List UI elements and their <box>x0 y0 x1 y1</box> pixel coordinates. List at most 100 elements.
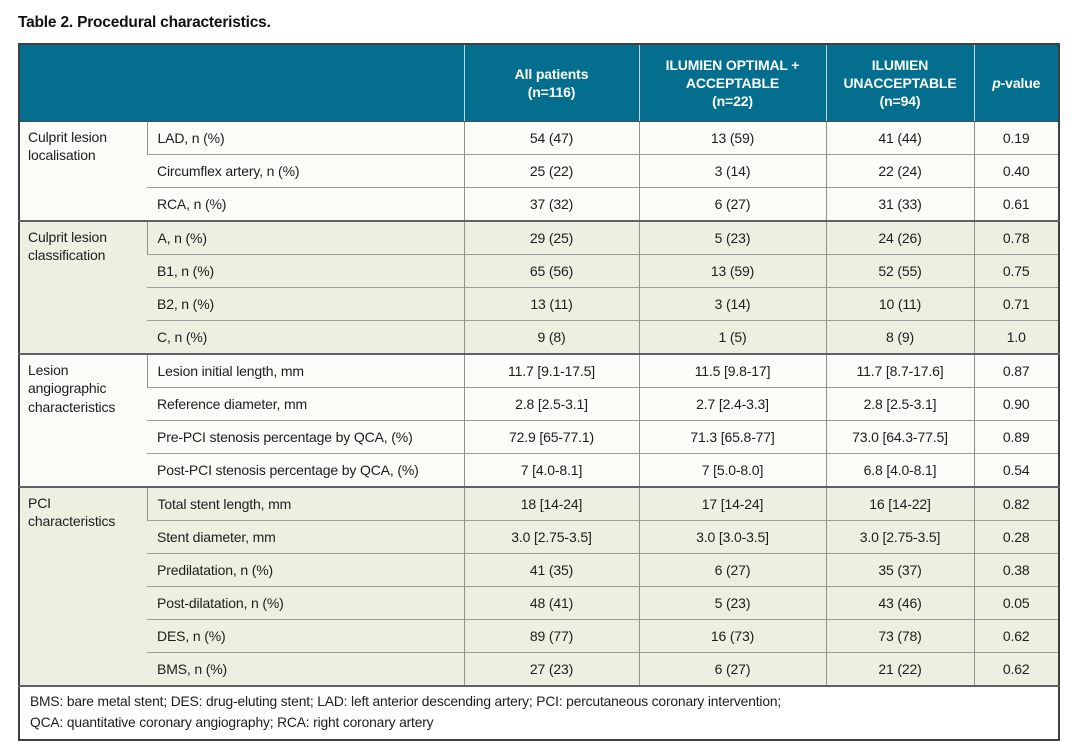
optimal-acceptable-value: 5 (23) <box>638 586 826 620</box>
table-row: RCA, n (%) 37 (32) 6 (27) 31 (33) 0.61 <box>19 187 1059 221</box>
p-value-italic-p: p <box>992 74 1001 91</box>
table-row: C, n (%) 9 (8) 1 (5) 8 (9) 1.0 <box>19 320 1059 354</box>
p-value: 0.82 <box>973 486 1059 521</box>
parameter-cell: BMS, n (%) <box>147 652 464 686</box>
p-value: 0.61 <box>973 187 1059 221</box>
table-row: Lesion angiographic characteristics Lesio… <box>19 353 1059 487</box>
parameter-cell: Pre-PCI stenosis percentage by QCA, (%) <box>147 420 464 454</box>
optimal-acceptable-value: 3 (14) <box>638 287 826 321</box>
header-p-value: p-value <box>973 44 1059 122</box>
group-label: Culprit lesion localisation <box>19 121 147 221</box>
parameter-cell: LAD, n (%) <box>146 121 464 155</box>
table-row: Post-dilatation, n (%) 48 (41) 5 (23) 43 (4… <box>19 586 1059 620</box>
header-all-patients: All patients (n=116) <box>463 44 639 122</box>
unacceptable-value: 73 (78) <box>825 619 974 653</box>
p-value: 0.78 <box>973 220 1059 255</box>
group-label: Culprit lesion classification <box>19 220 147 354</box>
optimal-acceptable-value: 13 (59) <box>638 254 826 288</box>
unacceptable-value: 11.7 [8.7-17.6] <box>825 353 974 388</box>
unacceptable-value: 43 (46) <box>825 586 974 620</box>
parameter-cell: Post-PCI stenosis percentage by QCA, (%) <box>147 453 464 487</box>
optimal-acceptable-value: 16 (73) <box>638 619 826 653</box>
all-patients-value: 65 (56) <box>463 254 639 288</box>
header-ilumien-unacceptable: ILUMIEN UNACCEPTABLE (n=94) <box>825 44 974 122</box>
unacceptable-value: 31 (33) <box>825 187 974 221</box>
p-value: 0.75 <box>973 254 1059 288</box>
all-patients-value: 2.8 [2.5-3.1] <box>463 387 639 421</box>
all-patients-value: 54 (47) <box>463 121 639 155</box>
parameter-cell: A, n (%) <box>146 220 464 255</box>
optimal-acceptable-value: 1 (5) <box>638 320 826 354</box>
parameter-cell: Total stent length, mm <box>146 486 464 521</box>
optimal-acceptable-value: 71.3 [65.8-77] <box>638 420 826 454</box>
unacceptable-value: 35 (37) <box>825 553 974 587</box>
unacceptable-value: 3.0 [2.75-3.5] <box>825 520 974 554</box>
unacceptable-value: 6.8 [4.0-8.1] <box>825 453 974 487</box>
table-row: Stent diameter, mm 3.0 [2.75-3.5] 3.0 [3.0… <box>19 520 1059 554</box>
table-row: B2, n (%) 13 (11) 3 (14) 10 (11) 0.71 <box>19 287 1059 321</box>
parameter-cell: Lesion initial length, mm <box>146 353 464 388</box>
table-row: Pre-PCI stenosis percentage by QCA, (%) 7… <box>19 420 1059 454</box>
table-row: Post-PCI stenosis percentage by QCA, (%)… <box>19 453 1059 487</box>
all-patients-value: 7 [4.0-8.1] <box>463 453 639 487</box>
optimal-acceptable-value: 2.7 [2.4-3.3] <box>638 387 826 421</box>
table-row: DES, n (%) 89 (77) 16 (73) 73 (78) 0.62 <box>19 619 1059 653</box>
table-row: PCI characteristics Total stent length, m… <box>19 486 1059 686</box>
optimal-acceptable-value: 17 [14-24] <box>638 486 826 521</box>
unacceptable-value: 73.0 [64.3-77.5] <box>825 420 974 454</box>
table-footnote: BMS: bare metal stent; DES: drug-eluting… <box>19 684 1059 741</box>
table-row: Circumflex artery, n (%) 25 (22) 3 (14) 22 … <box>19 154 1059 188</box>
table-row: Predilatation, n (%) 41 (35) 6 (27) 35 (37)… <box>19 553 1059 587</box>
p-value: 0.71 <box>973 287 1059 321</box>
optimal-acceptable-value: 6 (27) <box>638 652 826 686</box>
parameter-cell: Stent diameter, mm <box>147 520 464 554</box>
parameter-cell: Predilatation, n (%) <box>147 553 464 587</box>
p-value: 1.0 <box>973 320 1059 354</box>
p-value: 0.28 <box>973 520 1059 554</box>
parameter-cell: C, n (%) <box>147 320 464 354</box>
unacceptable-value: 8 (9) <box>825 320 974 354</box>
all-patients-value: 37 (32) <box>463 187 639 221</box>
p-value: 0.05 <box>973 586 1059 620</box>
all-patients-value: 25 (22) <box>463 154 639 188</box>
procedural-characteristics-table: All patients (n=116) ILUMIEN OPTIMAL + A… <box>18 43 1060 741</box>
optimal-acceptable-value: 5 (23) <box>638 220 826 255</box>
parameter-cell: DES, n (%) <box>147 619 464 653</box>
all-patients-value: 27 (23) <box>463 652 639 686</box>
header-empty-cell <box>19 44 464 122</box>
page: Table 2. Procedural characteristics. All… <box>18 14 1060 741</box>
table-row: Culprit lesion localisation LAD, n (%) 54 … <box>19 121 1059 221</box>
p-value: 0.89 <box>973 420 1059 454</box>
p-value: 0.19 <box>973 121 1059 155</box>
all-patients-value: 9 (8) <box>463 320 639 354</box>
unacceptable-value: 24 (26) <box>825 220 974 255</box>
group-label: Lesion angiographic characteristics <box>19 353 147 487</box>
header-ilumien-optimal-acceptable: ILUMIEN OPTIMAL + ACCEPTABLE (n=22) <box>638 44 826 122</box>
table-body: Culprit lesion localisation LAD, n (%) 54 … <box>19 121 1059 686</box>
p-value: 0.38 <box>973 553 1059 587</box>
unacceptable-value: 22 (24) <box>825 154 974 188</box>
optimal-acceptable-value: 3 (14) <box>638 154 826 188</box>
unacceptable-value: 10 (11) <box>825 287 974 321</box>
optimal-acceptable-value: 7 [5.0-8.0] <box>638 453 826 487</box>
group-label: PCI characteristics <box>19 486 147 686</box>
table-row: Reference diameter, mm 2.8 [2.5-3.1] 2.7 [… <box>19 387 1059 421</box>
unacceptable-value: 21 (22) <box>825 652 974 686</box>
unacceptable-value: 41 (44) <box>825 121 974 155</box>
parameter-cell: RCA, n (%) <box>147 187 464 221</box>
p-value: 0.62 <box>973 619 1059 653</box>
table-row: BMS, n (%) 27 (23) 6 (27) 21 (22) 0.62 <box>19 652 1059 686</box>
table-row: B1, n (%) 65 (56) 13 (59) 52 (55) 0.75 <box>19 254 1059 288</box>
p-value: 0.62 <box>973 652 1059 686</box>
all-patients-value: 13 (11) <box>463 287 639 321</box>
p-value: 0.87 <box>973 353 1059 388</box>
parameter-cell: B1, n (%) <box>147 254 464 288</box>
all-patients-value: 29 (25) <box>463 220 639 255</box>
optimal-acceptable-value: 11.5 [9.8-17] <box>638 353 826 388</box>
all-patients-value: 3.0 [2.75-3.5] <box>463 520 639 554</box>
optimal-acceptable-value: 6 (27) <box>638 187 826 221</box>
all-patients-value: 41 (35) <box>463 553 639 587</box>
p-value-rest: -value <box>1000 74 1041 91</box>
parameter-cell: Reference diameter, mm <box>147 387 464 421</box>
footnote-cell: BMS: bare metal stent; DES: drug-eluting… <box>19 684 1059 741</box>
